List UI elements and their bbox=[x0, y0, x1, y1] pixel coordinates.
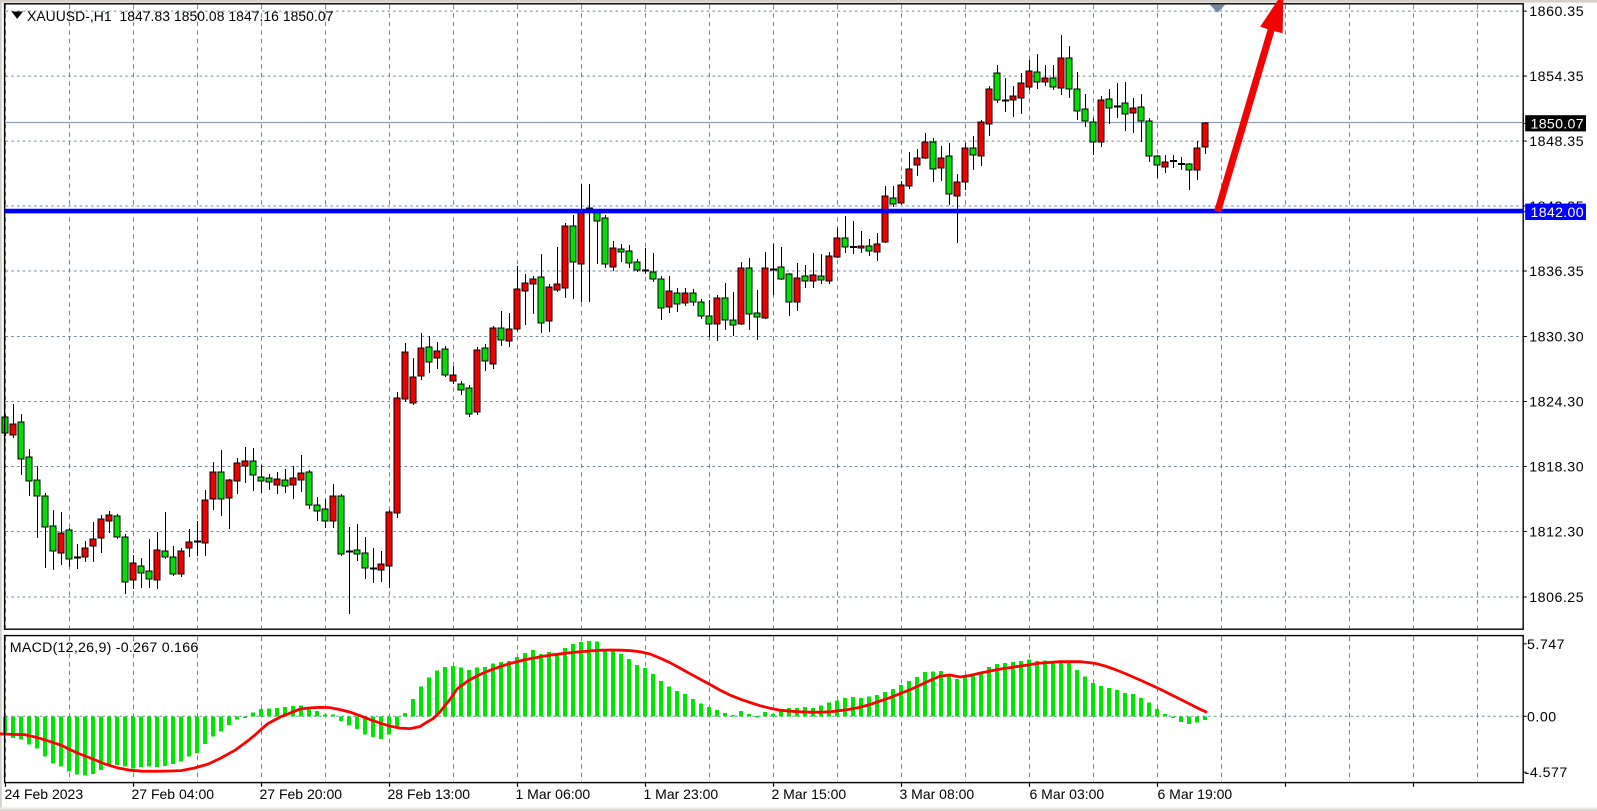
svg-text:1 Mar 23:00: 1 Mar 23:00 bbox=[644, 786, 719, 802]
svg-text:1830.30: 1830.30 bbox=[1529, 330, 1584, 346]
svg-text:2 Mar 15:00: 2 Mar 15:00 bbox=[772, 786, 847, 802]
svg-text:27 Feb 20:00: 27 Feb 20:00 bbox=[260, 786, 343, 802]
svg-text:28 Feb 13:00: 28 Feb 13:00 bbox=[388, 786, 471, 802]
svg-text:XAUUSD-,H1 1847.83 1850.08 18: XAUUSD-,H1 1847.83 1850.08 1847.16 1850.… bbox=[27, 8, 334, 24]
svg-text:1854.35: 1854.35 bbox=[1529, 69, 1584, 85]
svg-text:1836.35: 1836.35 bbox=[1529, 264, 1584, 280]
svg-text:27 Feb 04:00: 27 Feb 04:00 bbox=[132, 786, 215, 802]
svg-text:1812.30: 1812.30 bbox=[1529, 525, 1584, 541]
svg-text:1842.00: 1842.00 bbox=[1531, 205, 1584, 221]
svg-text:MACD(12,26,9) -0.267 0.166: MACD(12,26,9) -0.267 0.166 bbox=[10, 640, 199, 656]
svg-text:0.00: 0.00 bbox=[1527, 709, 1557, 725]
svg-text:1850.07: 1850.07 bbox=[1531, 116, 1584, 132]
svg-text:3 Mar 08:00: 3 Mar 08:00 bbox=[900, 786, 975, 802]
svg-text:24 Feb 2023: 24 Feb 2023 bbox=[5, 786, 84, 802]
svg-text:1 Mar 06:00: 1 Mar 06:00 bbox=[516, 786, 591, 802]
svg-text:6 Mar 19:00: 6 Mar 19:00 bbox=[1158, 786, 1233, 802]
svg-text:1806.25: 1806.25 bbox=[1529, 590, 1584, 606]
svg-text:5.747: 5.747 bbox=[1527, 637, 1565, 653]
svg-text:1848.35: 1848.35 bbox=[1529, 134, 1584, 150]
svg-text:6 Mar 03:00: 6 Mar 03:00 bbox=[1030, 786, 1105, 802]
svg-text:1824.30: 1824.30 bbox=[1529, 395, 1584, 411]
svg-text:-4.577: -4.577 bbox=[1525, 765, 1568, 781]
svg-text:1818.30: 1818.30 bbox=[1529, 460, 1584, 476]
svg-text:1860.35: 1860.35 bbox=[1529, 4, 1584, 20]
